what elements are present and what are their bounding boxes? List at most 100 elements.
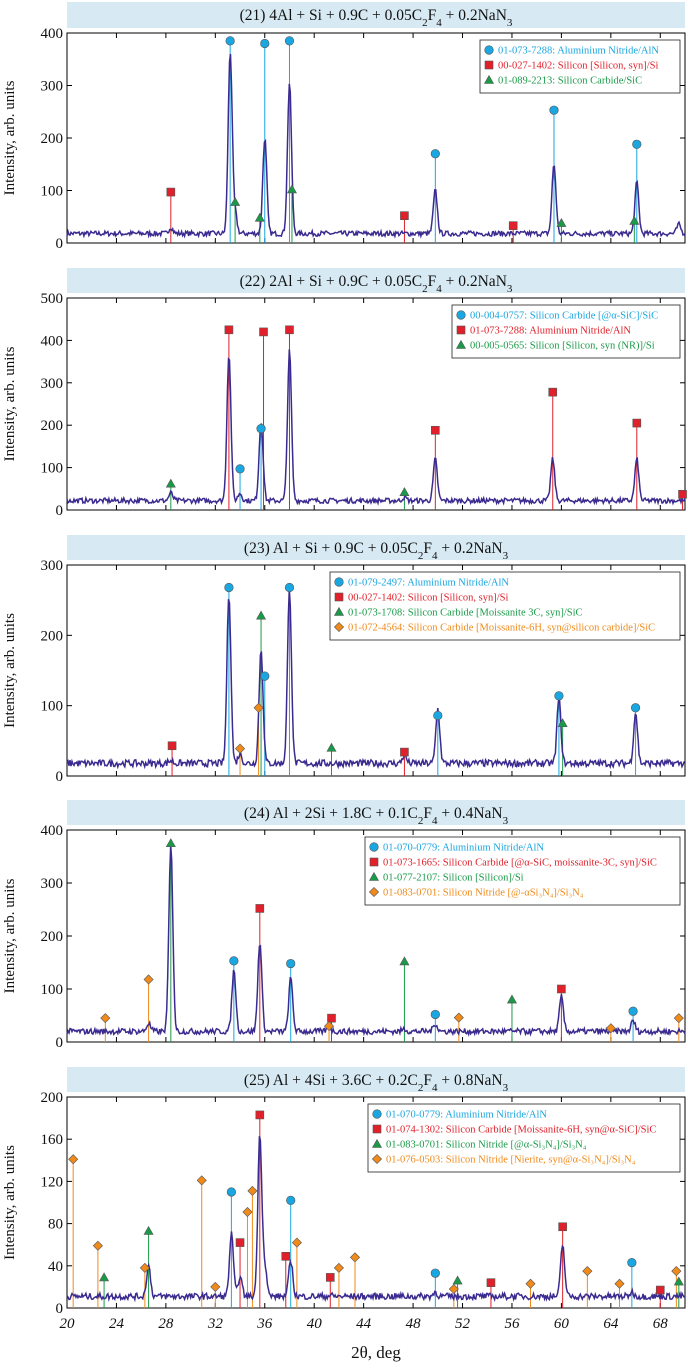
x-tick-label: 68 <box>653 1316 669 1332</box>
title-part: 2 <box>418 815 424 827</box>
peak-marker-triangle <box>230 196 241 206</box>
peak-marker-circle <box>286 958 296 969</box>
x-tick-label: 60 <box>554 1316 570 1332</box>
legend-entry: 00-005-0565: Silicon [Silicon, syn (NR)]… <box>470 341 655 352</box>
title-part: 4 <box>432 815 438 827</box>
peak-marker-square <box>655 1285 665 1295</box>
title-part: + 0.2NaN <box>442 7 507 24</box>
legend-entry: 01-077-2107: Silicon [Silicon]/Si <box>383 873 524 884</box>
legend-marker-diamond <box>371 1153 383 1165</box>
x-tick-label: 24 <box>109 1316 125 1332</box>
y-tick-label: 0 <box>56 1035 64 1051</box>
x-tick-label: 32 <box>207 1316 224 1332</box>
legend-marker-diamond <box>368 886 380 898</box>
title-part: 2 <box>422 283 428 295</box>
peak-marker-triangle <box>673 1276 684 1286</box>
peak-marker-diamond <box>582 1266 593 1277</box>
peak-marker-circle <box>628 1006 638 1016</box>
peak-marker-triangle <box>286 184 297 194</box>
peak-marker-square <box>255 1110 265 1120</box>
peak-marker-circle <box>260 38 270 49</box>
peak-marker-diamond <box>68 1154 79 1165</box>
title-part: 3 <box>507 17 513 29</box>
legend-marker-square <box>334 592 344 602</box>
title-part: (21) 4Al + Si + 0.9C + 0.05C <box>240 7 423 24</box>
peak-marker-triangle <box>165 838 176 848</box>
legend-entry: 01-072-4564: Silicon Carbide [Moissanite… <box>348 623 655 634</box>
peak-marker-square <box>632 418 642 428</box>
peak-marker-circle <box>554 691 564 701</box>
y-axis-label: Intensity, arb. units <box>2 1145 18 1260</box>
peak-marker-square <box>678 490 687 499</box>
panel-title: (24) Al + 2Si + 1.8C + 0.1C2F4 + 0.4NaN3 <box>244 805 509 827</box>
peak-marker-diamond <box>324 1021 335 1032</box>
legend-entry: 00-027-1402: Silicon [Silicon, syn]/Si <box>348 593 509 604</box>
peak-marker-diamond <box>242 1206 253 1218</box>
legend-marker-triangle <box>368 871 380 881</box>
x-tick-label: 48 <box>406 1316 422 1332</box>
peak-marker-circle <box>430 1268 440 1278</box>
peak-marker-diamond <box>291 1237 302 1248</box>
y-tick-label: 400 <box>41 823 64 839</box>
x-tick-label: 40 <box>307 1316 323 1332</box>
title-part: + 0.2NaN <box>442 273 507 290</box>
diffraction-pattern <box>66 844 686 1038</box>
peak-marker-circle <box>549 105 559 115</box>
title-part: + 0.4NaN <box>437 805 502 822</box>
legend-entry: 00-027-1402: Silicon [Silicon, syn]/Si <box>498 61 659 72</box>
peak-marker-diamond <box>673 1013 684 1024</box>
peak-marker-square <box>281 1252 291 1261</box>
peak-marker-diamond <box>92 1240 103 1251</box>
peak-marker-triangle <box>629 215 640 225</box>
legend-entry: 01-076-0503: Silicon Nitride [Nierite, s… <box>386 1155 636 1166</box>
legend-marker-square <box>372 1124 382 1134</box>
legend-entry: 01-070-0779: Aluminium Nitride/AlN <box>386 1110 547 1121</box>
diffraction-pattern <box>66 53 686 239</box>
title-part: F <box>428 273 437 290</box>
legend-marker-square <box>456 325 466 335</box>
legend-marker-triangle <box>483 74 495 84</box>
y-tick-label: 100 <box>41 699 64 715</box>
x-tick-label: 64 <box>603 1316 619 1332</box>
y-tick-label: 500 <box>41 291 64 307</box>
title-part: (24) Al + 2Si + 1.8C + 0.1C <box>244 805 418 822</box>
title-part: + 0.8NaN <box>437 1072 502 1089</box>
legend-marker-square <box>369 857 379 867</box>
title-part: 2 <box>418 550 424 562</box>
panel-1: (21) 4Al + Si + 0.9C + 0.05C2F4 + 0.2NaN… <box>2 2 686 252</box>
peak-marker-diamond <box>247 1185 258 1196</box>
peak-marker-square <box>486 1278 496 1287</box>
title-part: F <box>423 1072 432 1089</box>
legend-entry: 01-083-0701: Silicon Nitride [@-αSi₃N₄]/… <box>383 888 584 899</box>
peak-marker-square <box>400 747 409 757</box>
y-tick-label: 300 <box>41 376 64 392</box>
title-part: F <box>423 540 432 557</box>
peak-marker-square <box>224 325 234 335</box>
peak-marker-diamond <box>605 1023 616 1034</box>
peak-marker-triangle <box>556 217 567 227</box>
y-tick-label: 400 <box>41 333 64 349</box>
peak-marker-circle <box>430 1009 440 1020</box>
plot-frame <box>66 297 686 511</box>
y-tick-label: 200 <box>41 929 64 945</box>
y-tick-label: 400 <box>41 26 64 42</box>
diffraction-pattern <box>66 588 686 770</box>
peak-marker-diamond <box>235 743 246 754</box>
legend-entry: 01-073-1665: Silicon Carbide [@α-SiC, mo… <box>383 858 657 869</box>
title-part: 3 <box>503 1082 509 1094</box>
legend-marker-circle <box>369 842 379 852</box>
peak-marker-triangle <box>99 1272 110 1282</box>
y-tick-label: 300 <box>41 876 64 892</box>
title-part: 4 <box>436 17 442 29</box>
title-band <box>67 800 685 825</box>
legend-entry: 01-073-7288: Aluminium Nitride/AlN <box>498 46 659 57</box>
title-band <box>67 535 685 560</box>
peak-marker-circle <box>225 36 235 46</box>
peak-marker-circle <box>430 149 440 159</box>
peak-marker-square <box>166 187 176 197</box>
peak-marker-circle <box>627 1258 637 1268</box>
panel-3: (23) Al + Si + 0.9C + 0.05C2F4 + 0.2NaN3… <box>2 535 686 785</box>
diffraction-pattern <box>66 1136 686 1303</box>
plot-frame <box>66 564 686 777</box>
title-part: (25) Al + 4Si + 3.6C + 0.2C <box>244 1072 418 1089</box>
